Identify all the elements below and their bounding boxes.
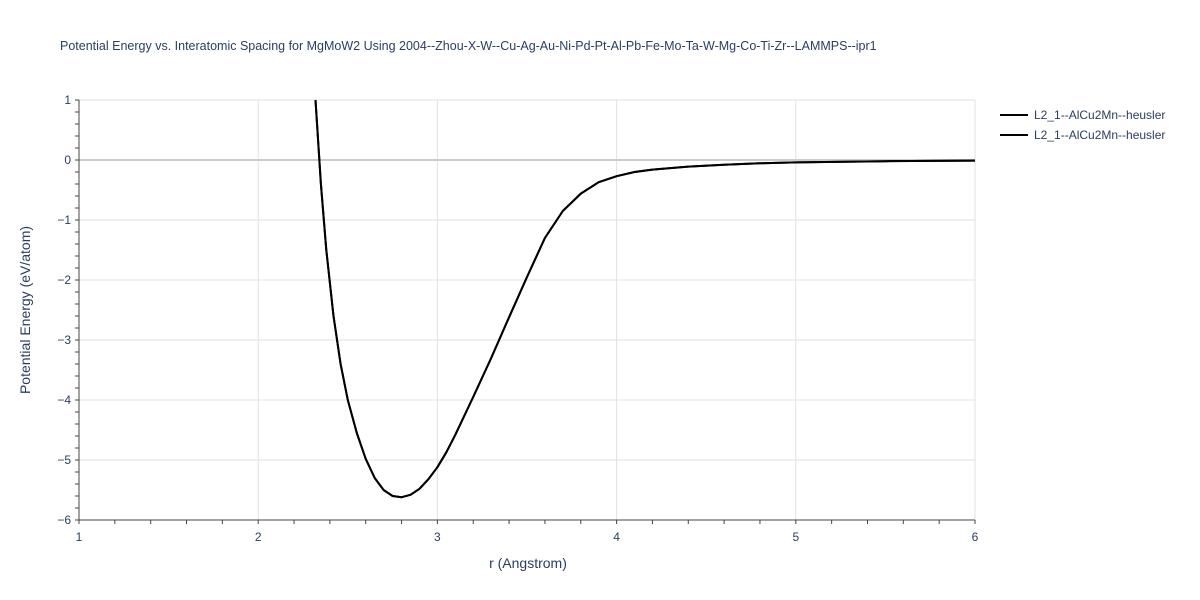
x-tick-label: 4	[613, 530, 620, 544]
x-tick-label: 1	[76, 530, 83, 544]
y-tick-label: −3	[57, 333, 71, 347]
x-tick-label: 5	[792, 530, 799, 544]
series-line-2	[314, 99, 976, 499]
x-tick-label: 2	[255, 530, 262, 544]
y-tick-label: −2	[57, 273, 71, 287]
legend-item-2[interactable]: L2_1--AlCu2Mn--heusler	[1000, 128, 1165, 142]
gridlines	[79, 99, 976, 520]
y-tick-label: 1	[64, 93, 71, 107]
y-tick-label: −1	[57, 213, 71, 227]
legend-item-1[interactable]: L2_1--AlCu2Mn--heusler	[1000, 108, 1165, 122]
y-tick-label: 0	[64, 153, 71, 167]
axes: 1 2 3 4 5 6 1 0 −1 −2 −3 −4 −5 −6	[57, 93, 978, 544]
plot-area	[314, 99, 976, 499]
x-axis-label: r (Angstrom)	[489, 555, 567, 571]
legend-label: L2_1--AlCu2Mn--heusler	[1034, 128, 1165, 142]
y-tick-label: −5	[57, 453, 71, 467]
legend-label: L2_1--AlCu2Mn--heusler	[1034, 108, 1165, 122]
y-tick-label: −4	[57, 393, 71, 407]
y-tick-label: −6	[57, 513, 71, 527]
chart-title: Potential Energy vs. Interatomic Spacing…	[60, 39, 877, 53]
y-axis-label: Potential Energy (eV/atom)	[17, 226, 33, 394]
legend[interactable]: L2_1--AlCu2Mn--heusler L2_1--AlCu2Mn--heu…	[1000, 108, 1165, 142]
x-tick-label: 6	[972, 530, 979, 544]
x-tick-label: 3	[434, 530, 441, 544]
